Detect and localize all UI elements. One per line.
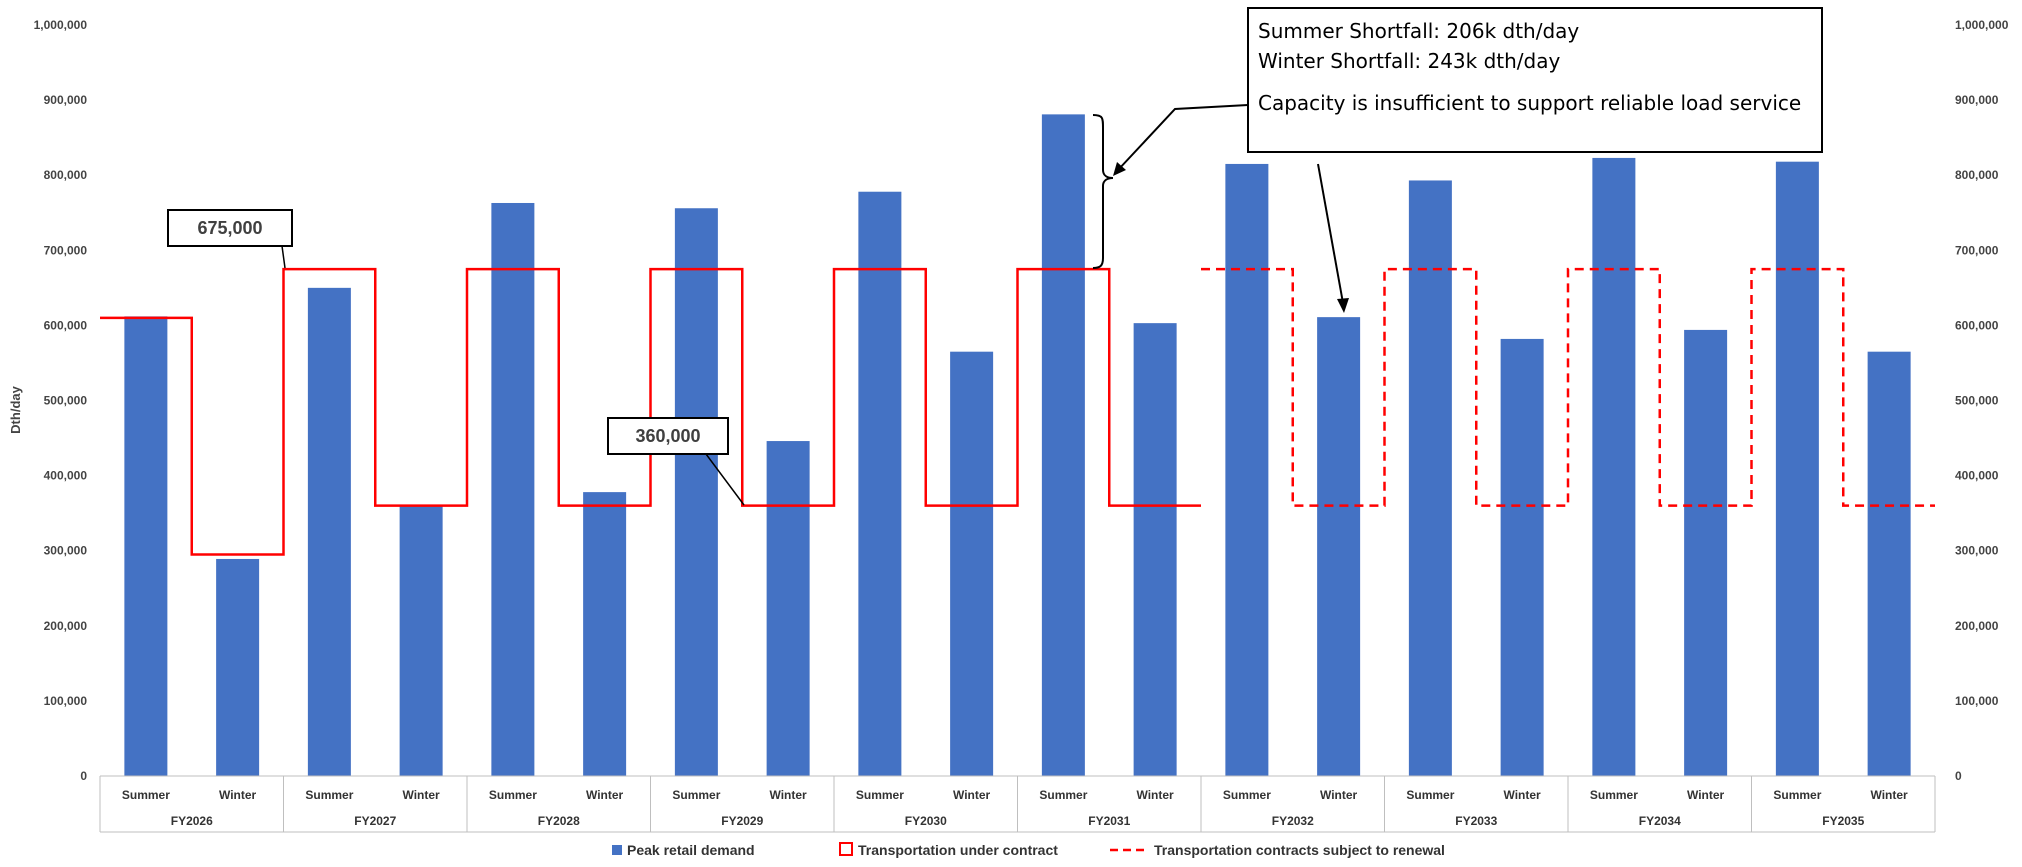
x-group-label: FY2028 [538,814,580,828]
x-group-label: FY2030 [905,814,947,828]
y-tick-left: 0 [80,769,87,783]
x-tick-season: Winter [403,788,441,802]
x-tick-season: Summer [856,788,904,802]
y-tick-left: 1,000,000 [34,18,88,32]
x-tick-season: Summer [489,788,537,802]
bar-fy2032-winter [1317,317,1361,776]
bar-fy2027-winter [399,505,443,776]
bar-fy2027-summer [307,287,351,776]
x-tick-season: Summer [672,788,720,802]
y-tick-left: 500,000 [44,394,88,408]
x-tick-season: Summer [1590,788,1638,802]
y-tick-left: 300,000 [44,544,88,558]
x-group-label: FY2034 [1639,814,1681,828]
callout-360000-label: 360,000 [635,426,700,446]
bar-fy2033-summer [1408,180,1452,776]
shortfall-bracket [1092,114,1114,269]
x-tick-season: Winter [586,788,624,802]
bar-fy2026-summer [124,316,168,776]
x-group-label: FY2029 [721,814,763,828]
bar-fy2030-winter [950,351,994,776]
x-group-label: FY2035 [1822,814,1864,828]
legend-label-renewal: Transportation contracts subject to rene… [1154,842,1445,858]
bar-fy2033-winter [1500,338,1544,776]
winter-shortfall-text: Winter Shortfall: 243k dth/day [1258,49,1560,73]
contract-step-line [100,267,1201,556]
y-tick-right: 300,000 [1955,544,1999,558]
y-tick-right: 100,000 [1955,694,1999,708]
x-group-label: FY2031 [1088,814,1130,828]
demand-bars [124,114,1911,777]
bar-fy2030-summer [858,191,902,777]
x-tick-season: Winter [953,788,991,802]
shortfall-note: Summer Shortfall: 206k dth/day Winter Sh… [1247,7,1823,153]
callout-675000-label: 675,000 [197,218,262,238]
y-tick-left: 400,000 [44,469,88,483]
legend-swatch-demand [612,845,622,855]
bar-fy2028-summer [491,202,535,776]
x-axis: Summer Winter Summer Winter Summer Winter Summ… [99,775,1936,833]
x-tick-season: Winter [219,788,257,802]
y-tick-left: 200,000 [44,619,88,633]
bar-fy2028-winter [583,492,627,776]
capacity-insufficient-text: Capacity is insufficient to support reli… [1258,91,1801,115]
y-axis-label: Dth/day [8,385,23,433]
y-tick-right: 500,000 [1955,394,1999,408]
callout-360000: 360,000 [607,417,745,506]
bar-fy2032-summer [1225,163,1269,776]
bar-fy2035-summer [1775,161,1819,776]
y-tick-right: 800,000 [1955,168,1999,182]
callout-675000: 675,000 [167,209,293,269]
bar-fy2026-winter [216,558,260,776]
x-tick-season: Winter [770,788,808,802]
y-tick-right: 600,000 [1955,318,1999,332]
y-tick-left: 100,000 [44,694,88,708]
bar-fy2031-summer [1041,114,1085,776]
legend: Peak retail demand Transportation under c… [612,842,1445,858]
renewal-step-line [1201,267,1935,507]
y-tick-left: 600,000 [44,318,88,332]
x-tick-season: Winter [1687,788,1725,802]
y-tick-left: 800,000 [44,168,88,182]
x-group-label: FY2033 [1455,814,1497,828]
y-tick-right: 1,000,000 [1955,18,2009,32]
bar-fy2034-winter [1684,329,1728,776]
x-tick-season: Summer [1406,788,1454,802]
transport-lines [100,267,1935,556]
legend-swatch-contract [839,842,853,856]
legend-label-demand: Peak retail demand [627,842,755,858]
x-tick-season: Winter [1320,788,1358,802]
x-tick-season: Winter [1137,788,1175,802]
note-arrow-to-fy2032-winter [1317,163,1349,313]
x-group-label: FY2027 [354,814,396,828]
legend-label-contract: Transportation under contract [858,842,1058,858]
y-tick-right: 400,000 [1955,469,1999,483]
y-tick-left: 900,000 [44,93,88,107]
y-tick-right: 900,000 [1955,93,1999,107]
x-tick-season: Winter [1504,788,1542,802]
x-group-label: FY2026 [171,814,213,828]
y-tick-left: 700,000 [44,243,88,257]
note-arrow-to-bracket [1113,104,1249,176]
summer-shortfall-text: Summer Shortfall: 206k dth/day [1258,19,1579,43]
bar-fy2035-winter [1867,351,1911,776]
y-tick-right: 200,000 [1955,619,1999,633]
y-axis-ticks: 0 0 100,000 100,000 200,000 200,000 300,000 300… [34,18,2009,783]
x-tick-season: Summer [305,788,353,802]
x-tick-season: Winter [1871,788,1909,802]
x-tick-season: Summer [1223,788,1271,802]
bar-fy2029-winter [766,441,810,776]
x-tick-season: Summer [1773,788,1821,802]
x-tick-season: Summer [122,788,170,802]
bar-fy2034-summer [1592,157,1636,776]
y-tick-right: 0 [1955,769,1962,783]
bar-fy2029-summer [674,208,718,776]
bar-fy2031-winter [1133,323,1177,776]
x-tick-season: Summer [1039,788,1087,802]
x-group-label: FY2032 [1272,814,1314,828]
y-tick-right: 700,000 [1955,243,1999,257]
